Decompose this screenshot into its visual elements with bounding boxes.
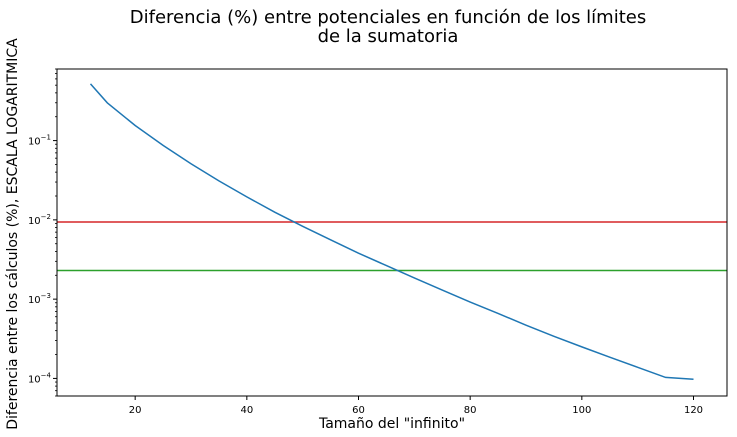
y-tick-label: 10−4 xyxy=(28,371,52,385)
chart-title-line-2: de la sumatoria xyxy=(318,26,459,47)
plot-frame xyxy=(56,68,728,397)
series-line-1 xyxy=(89,83,694,381)
x-tick-label: 40 xyxy=(240,405,253,416)
x-tick-label: 100 xyxy=(572,405,591,416)
y-axis-label: Diferencia entre los cálculos (%), ESCAL… xyxy=(5,38,21,430)
x-tick-label: 120 xyxy=(684,405,703,416)
chart-title-line-1: Diferencia (%) entre potenciales en func… xyxy=(130,7,646,28)
x-tick-label: 80 xyxy=(464,405,477,416)
y-axis-ticks: 10−4 10−3 10−2 10−1 xyxy=(28,68,57,397)
x-axis-ticks: 20 40 60 80 100 120 xyxy=(129,396,703,416)
plot-content xyxy=(57,83,727,381)
y-tick-label: 10−3 xyxy=(28,292,51,306)
x-tick-label: 60 xyxy=(352,405,365,416)
x-axis-label: Tamaño del "infinito" xyxy=(318,416,465,432)
y-tick-label: 10−1 xyxy=(28,134,51,148)
x-tick-label: 20 xyxy=(129,405,142,416)
y-tick-label: 10−2 xyxy=(28,213,51,227)
